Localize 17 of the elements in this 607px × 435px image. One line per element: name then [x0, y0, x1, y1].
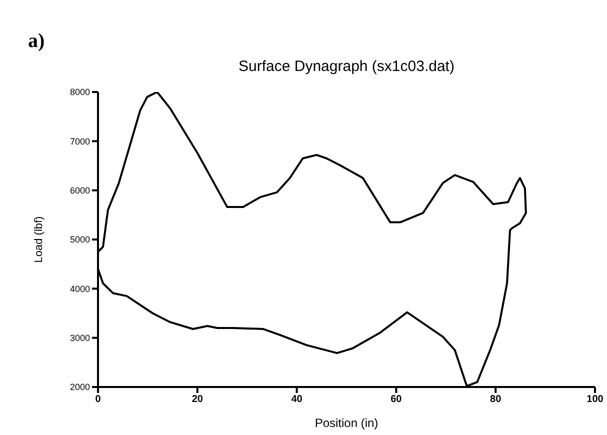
y-tick-label: 7000: [70, 136, 90, 146]
x-tick-label: 20: [192, 394, 204, 406]
y-tick-label: 2000: [70, 382, 90, 392]
y-tick-label: 6000: [70, 186, 90, 196]
text: a): [28, 30, 45, 53]
x-axis-title: Position (in): [314, 416, 378, 430]
x-tick-label: 60: [390, 394, 402, 406]
y-axis-title: Load (lbf): [32, 216, 45, 263]
x-tick-label: 100: [586, 394, 604, 406]
x-tick-label: 80: [490, 394, 502, 406]
y-tick-label: 4000: [70, 284, 90, 294]
y-tick-label: 5000: [70, 234, 90, 245]
y-tick-label: 8000: [70, 87, 90, 98]
chart-title: Surface Dynagraph (sx1c03.dat): [238, 58, 456, 75]
x-tick-label: 0: [95, 394, 102, 406]
y-tick-label: 3000: [70, 333, 90, 344]
x-tick-label: 40: [291, 394, 303, 406]
